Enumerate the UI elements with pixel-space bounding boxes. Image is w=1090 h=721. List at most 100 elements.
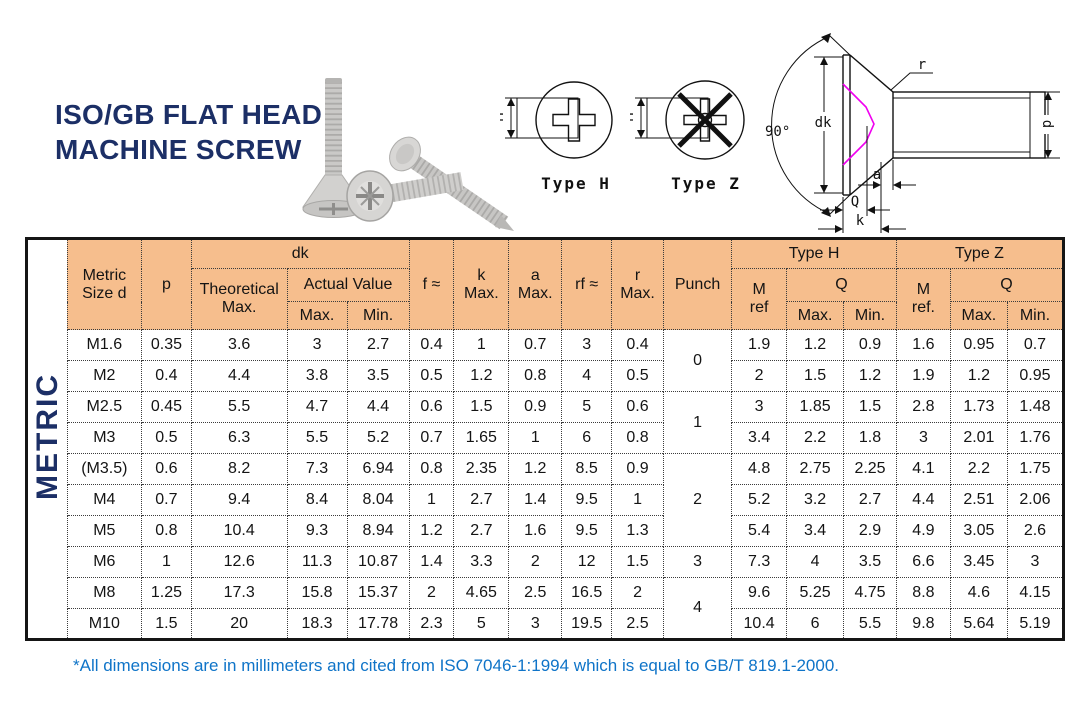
cell-size: M8 [66, 577, 142, 609]
cell-type-h-q-min: 0.9 [843, 329, 897, 361]
cell-type-h-m-ref: 9.6 [731, 577, 788, 609]
cell-r-max: 0.4 [611, 329, 664, 361]
cell-size: M2.5 [66, 391, 142, 423]
cell-type-h-q-max: 4 [786, 546, 845, 578]
cell-dk-theoretical-max: 3.6 [190, 329, 288, 361]
cell-punch: 4 [662, 577, 733, 640]
q-dim-label: Q [851, 194, 859, 210]
spec-table: METRIC Metric Size d p dk f ≈ k Max. a M… [25, 237, 1065, 641]
cell-type-h-m-ref: 4.8 [731, 453, 788, 485]
cell-type-h-m-ref: 5.2 [731, 484, 788, 516]
cell-r-max: 1 [611, 484, 664, 516]
cell-p: 0.8 [140, 515, 192, 547]
cell-type-h-m-ref: 7.3 [731, 546, 788, 578]
cell-type-z-m-ref: 9.8 [895, 608, 951, 640]
cell-p: 0.4 [140, 360, 192, 392]
cell-r-max: 0.8 [611, 422, 664, 454]
cell-type-z-m-ref: 4.4 [895, 484, 951, 516]
col-header-dk-actual-max: Max. [286, 301, 348, 330]
cell-type-z-m-ref: 4.1 [895, 453, 951, 485]
cell-rf: 9.5 [561, 484, 613, 516]
cell-rf: 12 [561, 546, 613, 578]
cell-type-z-q-min: 1.48 [1006, 391, 1065, 423]
cell-type-h-q-max: 2.2 [786, 422, 845, 454]
col-header-r-max: r Max. [611, 238, 664, 330]
cell-a-max: 2 [508, 546, 563, 578]
cell-type-z-q-min: 1.76 [1006, 422, 1065, 454]
phillips-cross-icon [552, 98, 596, 142]
cell-p: 1 [140, 546, 192, 578]
a-dim-label: a [873, 167, 881, 183]
cell-punch: 1 [662, 391, 733, 454]
cell-dk-actual-max: 4.7 [286, 391, 348, 423]
cell-dk-theoretical-max: 10.4 [190, 515, 288, 547]
cell-dk-actual-max: 15.8 [286, 577, 348, 609]
col-header-type-z-m-ref: M ref. [895, 268, 951, 330]
cell-r-max: 0.9 [611, 453, 664, 485]
cell-type-h-q-min: 4.75 [843, 577, 897, 609]
col-header-punch: Punch [662, 238, 733, 330]
cell-f: 1.2 [408, 515, 455, 547]
page-title: ISO/GB FLAT HEAD MACHINE SCREW [55, 97, 322, 167]
cell-type-h-q-min: 3.5 [843, 546, 897, 578]
cell-type-z-q-max: 1.73 [949, 391, 1008, 423]
cell-dk-theoretical-max: 5.5 [190, 391, 288, 423]
cell-f: 1 [408, 484, 455, 516]
cell-r-max: 2 [611, 577, 664, 609]
cell-type-z-m-ref: 3 [895, 422, 951, 454]
cell-rf: 4 [561, 360, 613, 392]
cell-dk-theoretical-max: 20 [190, 608, 288, 640]
dk-dim-label: dk [815, 115, 832, 131]
cell-dk-theoretical-max: 12.6 [190, 546, 288, 578]
cell-rf: 3 [561, 329, 613, 361]
cell-dk-actual-min: 8.04 [346, 484, 410, 516]
col-header-f: f ≈ [408, 238, 455, 330]
table-body: METRIC Metric Size d p dk f ≈ k Max. a M… [26, 238, 1065, 640]
cell-type-z-q-min: 4.15 [1006, 577, 1065, 609]
cell-f: 0.5 [408, 360, 455, 392]
header-row-1: METRIC Metric Size d p dk f ≈ k Max. a M… [26, 238, 1065, 640]
cell-dk-actual-min: 15.37 [346, 577, 410, 609]
cell-a-max: 1 [508, 422, 563, 454]
cell-r-max: 1.3 [611, 515, 664, 547]
cell-type-h-q-max: 1.2 [786, 329, 845, 361]
cell-dk-actual-min: 4.4 [346, 391, 410, 423]
type-h-diagram: M [500, 81, 613, 159]
cell-k-max: 5 [453, 608, 510, 640]
cell-dk-actual-max: 7.3 [286, 453, 348, 485]
cell-dk-actual-max: 3.8 [286, 360, 348, 392]
cell-dk-actual-min: 8.94 [346, 515, 410, 547]
cell-k-max: 2.35 [453, 453, 510, 485]
table-row: M3 0.5 6.3 5.5 5.2 0.7 1.65 1 6 0.8 3.4 2.2 1.8 3 2.01… [27, 422, 1065, 454]
cell-type-z-q-max: 2.51 [949, 484, 1008, 516]
cell-a-max: 0.8 [508, 360, 563, 392]
cell-type-h-q-max: 5.25 [786, 577, 845, 609]
cell-dk-actual-max: 9.3 [286, 515, 348, 547]
cell-type-z-q-min: 2.06 [1006, 484, 1065, 516]
cell-p: 0.45 [140, 391, 192, 423]
col-header-type-z-q-max: Max. [949, 301, 1008, 330]
cell-type-h-q-max: 1.5 [786, 360, 845, 392]
cell-dk-actual-max: 8.4 [286, 484, 348, 516]
cell-type-z-m-ref: 2.8 [895, 391, 951, 423]
cell-f: 0.7 [408, 422, 455, 454]
cell-dk-actual-max: 5.5 [286, 422, 348, 454]
header-row-3: Max. Min. Max. Min. Max. Min. [27, 301, 1065, 330]
cell-type-z-q-max: 5.64 [949, 608, 1008, 640]
m-dim-label: M [500, 113, 507, 121]
table-row: M5 0.8 10.4 9.3 8.94 1.2 2.7 1.6 9.5 1.3 5.4 3.4 2.9… [27, 515, 1065, 547]
cell-dk-theoretical-max: 4.4 [190, 360, 288, 392]
cell-r-max: 2.5 [611, 608, 664, 640]
cell-k-max: 1.2 [453, 360, 510, 392]
col-header-a-max: a Max. [508, 238, 563, 330]
cell-type-h-q-max: 3.4 [786, 515, 845, 547]
cell-type-h-q-min: 1.5 [843, 391, 897, 423]
cell-f: 1.4 [408, 546, 455, 578]
screw-front [346, 170, 464, 222]
cell-a-max: 1.6 [508, 515, 563, 547]
cell-type-h-q-max: 2.75 [786, 453, 845, 485]
col-header-k-max: k Max. [453, 238, 510, 330]
cell-r-max: 0.5 [611, 360, 664, 392]
k-dim-label: k [856, 213, 865, 229]
cell-dk-actual-max: 18.3 [286, 608, 348, 640]
